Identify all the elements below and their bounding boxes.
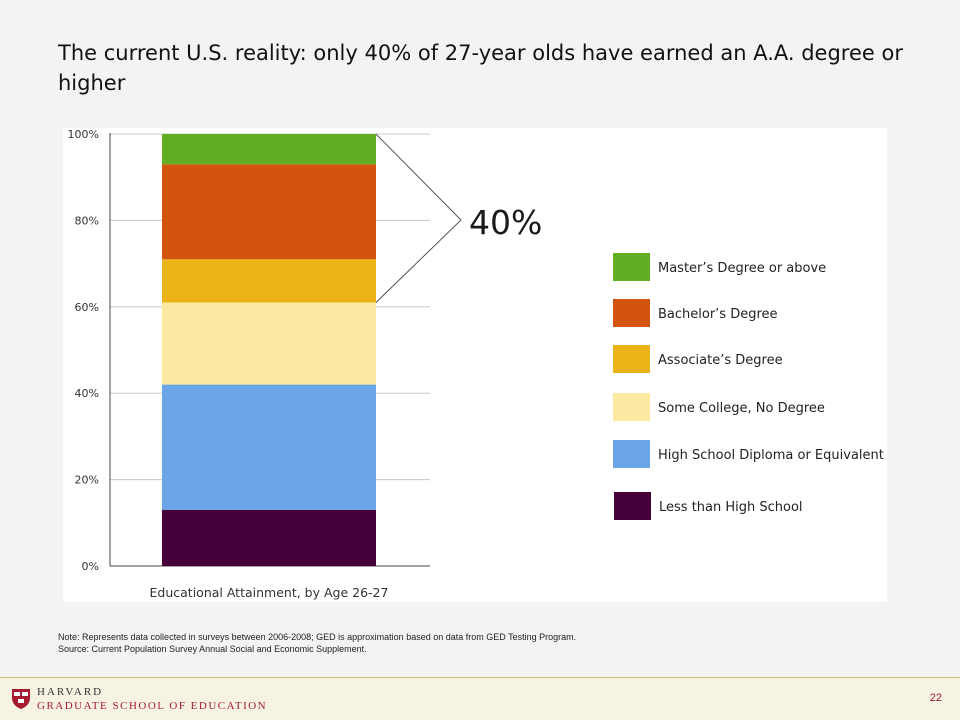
legend-swatch	[614, 492, 651, 520]
bar-segment	[162, 384, 376, 510]
note-text: Note: Represents data collected in surve…	[58, 632, 577, 642]
legend-swatch	[613, 345, 650, 373]
legend-swatch	[613, 299, 650, 327]
legend-label: High School Diploma or Equivalent	[658, 448, 884, 463]
footer: HARVARD GRADUATE SCHOOL OF EDUCATION 22	[0, 678, 960, 720]
footnote: Note: Represents data collected in surve…	[58, 631, 918, 655]
legend-label: Master’s Degree or above	[658, 261, 826, 276]
harvard-shield-icon	[12, 689, 30, 709]
legend-label: Less than High School	[659, 500, 803, 515]
bar-segment	[162, 259, 376, 303]
bar-segment	[162, 509, 376, 566]
bar-segment	[162, 134, 376, 165]
annotation-label: 40%	[469, 203, 542, 242]
y-tick-label: 0%	[82, 560, 99, 573]
x-axis-label: Educational Attainment, by Age 26-27	[150, 585, 389, 600]
y-tick-label: 20%	[75, 474, 99, 487]
footer-divider	[0, 677, 960, 678]
logo-harvard: HARVARD	[37, 686, 104, 698]
bar-segment	[162, 302, 376, 385]
y-tick-label: 60%	[75, 301, 99, 314]
legend-label: Some College, No Degree	[658, 401, 825, 416]
legend-swatch	[613, 440, 650, 468]
page-number: 22	[929, 692, 942, 704]
slide-title: The current U.S. reality: only 40% of 27…	[58, 41, 903, 95]
chart-panel: 0% 20% 40% 60% 80% 100% Educational Attainment…	[63, 128, 887, 602]
source-text: Source: Current Population Survey Annual…	[58, 644, 367, 654]
legend-swatch	[613, 393, 650, 421]
legend-swatch	[613, 253, 650, 281]
y-tick-label: 100%	[68, 128, 99, 141]
annotation-bracket	[375, 133, 462, 303]
legend-label: Bachelor’s Degree	[658, 307, 778, 322]
legend-label: Associate’s Degree	[658, 353, 783, 368]
bar-segment	[162, 164, 376, 260]
y-tick-label: 80%	[75, 214, 99, 227]
y-tick-label: 40%	[75, 387, 99, 400]
stacked-bar-chart: 0% 20% 40% 60% 80% 100% Educational Attainment…	[68, 128, 884, 600]
logo-school-name: GRADUATE SCHOOL OF EDUCATION	[37, 700, 268, 712]
